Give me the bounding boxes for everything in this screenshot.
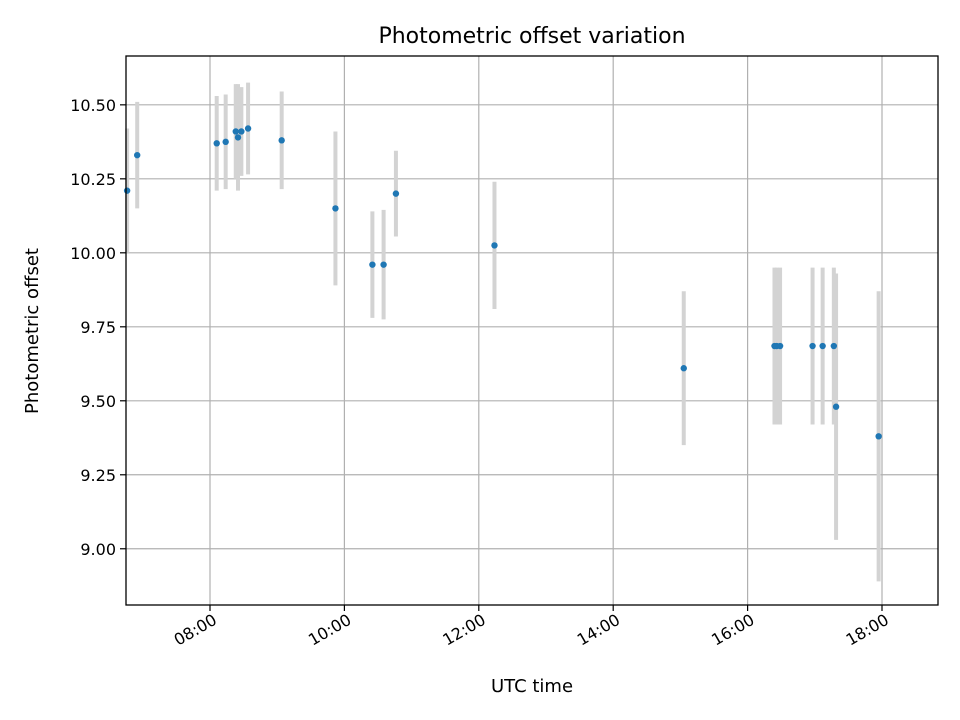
y-tick-label: 9.25 — [80, 466, 116, 485]
data-point — [819, 342, 826, 350]
y-tick-label: 10.50 — [70, 96, 116, 115]
data-point — [244, 125, 252, 132]
data-point — [680, 365, 687, 372]
data-point — [232, 128, 239, 135]
data-point — [491, 242, 498, 249]
y-tick-label: 9.50 — [80, 392, 116, 411]
x-tick-label: 14:00 — [574, 610, 623, 650]
data-point — [776, 342, 784, 350]
data-point — [369, 261, 376, 268]
x-tick-label: 12:00 — [439, 610, 488, 650]
x-tick-label: 08:00 — [171, 610, 220, 650]
data-point — [134, 151, 141, 159]
x-tick-label: 18:00 — [843, 610, 892, 650]
data-point — [809, 342, 816, 350]
x-axis-label: UTC time — [491, 676, 573, 697]
y-tick-label: 10.00 — [70, 244, 116, 263]
y-tick-label: 9.00 — [80, 540, 116, 559]
data-point — [380, 261, 387, 268]
data-point — [238, 128, 245, 135]
data-point — [392, 190, 400, 197]
grid-lines — [126, 56, 938, 605]
x-tick-label: 10:00 — [305, 610, 354, 650]
data-point — [213, 140, 220, 147]
data-point — [278, 137, 285, 144]
data-point — [332, 205, 339, 212]
y-tick-label: 9.75 — [80, 318, 116, 337]
data-point — [832, 403, 840, 410]
error-bars — [125, 82, 881, 582]
data-point — [222, 138, 229, 146]
data-point — [830, 342, 838, 350]
data-point — [234, 134, 242, 141]
chart-title: Photometric offset variation — [378, 24, 685, 49]
data-points — [123, 125, 882, 440]
plot-frame — [125, 55, 939, 606]
data-point — [875, 433, 882, 440]
data-point — [123, 187, 131, 194]
x-tick-label: 16:00 — [708, 610, 757, 650]
y-tick-label: 10.25 — [70, 170, 116, 189]
y-axis-label: Photometric offset — [22, 248, 43, 414]
